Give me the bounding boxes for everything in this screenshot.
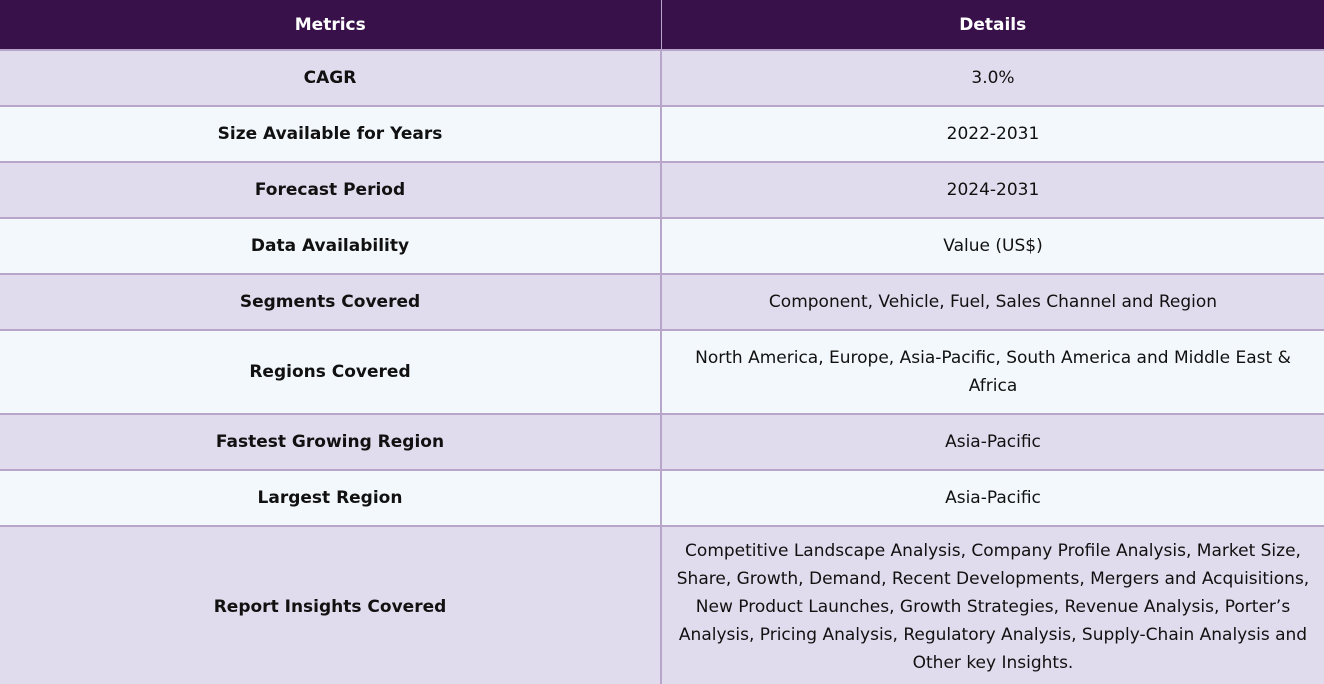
- detail-cell: Asia-Pacific: [661, 470, 1324, 527]
- metric-cell: Largest Region: [0, 470, 662, 527]
- metric-cell: Fastest Growing Region: [0, 414, 662, 471]
- table-row: Fastest Growing Region Asia-Pacific: [0, 414, 1324, 471]
- metric-cell: Regions Covered: [0, 330, 662, 415]
- metric-cell: Segments Covered: [0, 274, 662, 331]
- table-row: Forecast Period 2024-2031: [0, 162, 1324, 219]
- table-row: Report Insights Covered Competitive Land…: [0, 526, 1324, 684]
- table-row: Largest Region Asia-Pacific: [0, 470, 1324, 527]
- table-row: Size Available for Years 2022-2031: [0, 106, 1324, 163]
- table-header-row: Metrics Details: [0, 0, 1324, 51]
- metric-cell: Report Insights Covered: [0, 526, 662, 684]
- metrics-column-header: Metrics: [0, 0, 662, 51]
- detail-cell: Value (US$): [661, 218, 1324, 275]
- detail-cell: 3.0%: [661, 50, 1324, 107]
- table-row: Data Availability Value (US$): [0, 218, 1324, 275]
- metric-cell: Size Available for Years: [0, 106, 662, 163]
- table-row: Regions Covered North America, Europe, A…: [0, 330, 1324, 415]
- detail-cell: North America, Europe, Asia-Pacific, Sou…: [661, 330, 1324, 415]
- detail-cell: 2024-2031: [661, 162, 1324, 219]
- table-row: Segments Covered Component, Vehicle, Fue…: [0, 274, 1324, 331]
- metric-cell: CAGR: [0, 50, 662, 107]
- metric-cell: Forecast Period: [0, 162, 662, 219]
- metric-cell: Data Availability: [0, 218, 662, 275]
- details-column-header: Details: [661, 0, 1324, 51]
- detail-cell: Asia-Pacific: [661, 414, 1324, 471]
- detail-cell: Component, Vehicle, Fuel, Sales Channel …: [661, 274, 1324, 331]
- detail-cell: 2022-2031: [661, 106, 1324, 163]
- detail-cell: Competitive Landscape Analysis, Company …: [661, 526, 1324, 684]
- table-row: CAGR 3.0%: [0, 50, 1324, 107]
